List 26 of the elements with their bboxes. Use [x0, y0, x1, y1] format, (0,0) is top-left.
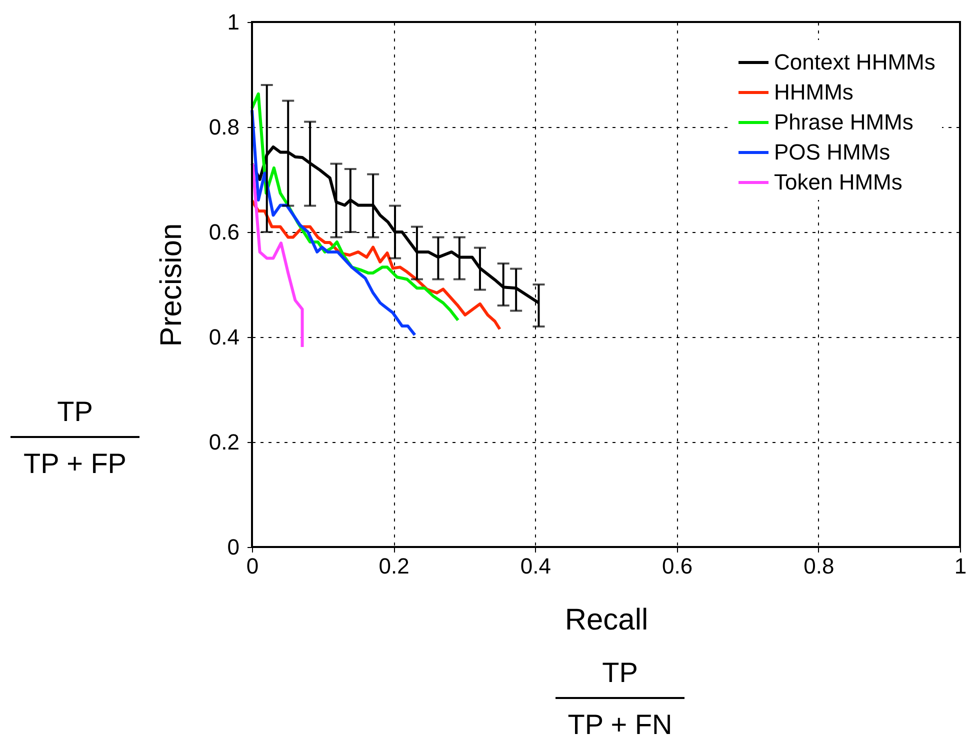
x-tick-label: 0.2 [378, 554, 410, 578]
legend-label: Context HHMMs [774, 50, 936, 74]
text: TP + FP [24, 448, 126, 479]
y-tick-label: 0.8 [208, 114, 240, 140]
y-tick-label: 0.2 [208, 430, 240, 454]
y-tick-label: 0.4 [208, 324, 240, 350]
text: TP [57, 396, 93, 427]
legend-label: POS HMMs [774, 140, 890, 164]
line-series [251, 162, 304, 348]
legend-label: Phrase HMMs [774, 110, 914, 134]
x-tick-label: 0.4 [520, 554, 551, 578]
x-tick-label: 1 [954, 554, 967, 578]
x-tick-label: 0.8 [804, 554, 834, 578]
y-tick-label: 1 [227, 10, 240, 34]
y-tick-label: 0.6 [208, 220, 240, 244]
x-tick-label: 0.6 [662, 554, 693, 578]
line-series [250, 108, 416, 336]
x-axis-title: Recall [564, 604, 648, 636]
text: TP + FN [568, 709, 672, 740]
line-series [250, 199, 502, 331]
y-tick-label: 0 [227, 534, 240, 560]
legend-label: HHMMs [774, 80, 854, 104]
y-axis-title: Precision [154, 223, 188, 347]
text: TP [602, 657, 638, 688]
x-tick-label: 0 [246, 554, 259, 578]
legend-label: Token HMMs [774, 170, 902, 194]
